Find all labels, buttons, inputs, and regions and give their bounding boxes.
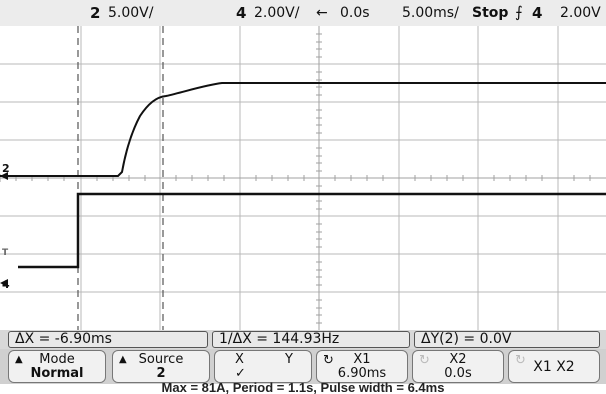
measurement-strip: ΔX = -6.90ms 1/ΔX = 144.93Hz ΔY(2) = 0.0… xyxy=(0,330,606,349)
ch2-number: 2 xyxy=(90,4,101,22)
run-state: Stop xyxy=(472,5,509,21)
trigger-level-marker: T xyxy=(2,248,9,258)
softkey-bar: ▲ Mode Normal ▲ Source 2 X Y ✓ ↻ X1 6.90… xyxy=(0,349,606,384)
x1x2-label: X1 X2 xyxy=(533,359,575,375)
ch2-scale: 5.00V/ xyxy=(108,5,154,21)
center-axes xyxy=(0,26,606,330)
delta-y-readout: ΔY(2) = 0.0V xyxy=(414,331,600,348)
falling-edge-icon: ⨍ xyxy=(515,3,523,21)
x2-label: X2 xyxy=(449,352,467,367)
status-bar: 2 5.00V/ 4 2.00V/ ← 0.0s 5.00ms/ Stop ⨍ … xyxy=(0,0,606,26)
trigger-source: 4 xyxy=(532,4,543,22)
delay-arrow-icon: ← xyxy=(316,5,328,21)
graticule: 2 T 4 xyxy=(0,26,606,330)
up-triangle-icon: ▲ xyxy=(119,354,127,365)
axis-ticks xyxy=(0,33,591,324)
cursor-lines xyxy=(77,26,164,330)
source-label: Source xyxy=(138,352,184,367)
check-icon: ✓ xyxy=(235,366,246,381)
ch2-trace xyxy=(0,82,606,177)
x2-value: 0.0s xyxy=(444,366,472,381)
traces xyxy=(0,82,606,269)
x2-softkey[interactable]: ↻ X2 0.0s xyxy=(412,350,504,383)
delta-x-readout: ΔX = -6.90ms xyxy=(8,331,208,348)
mode-softkey[interactable]: ▲ Mode Normal xyxy=(8,350,106,383)
up-triangle-icon: ▲ xyxy=(15,354,23,365)
caption: Max = 81A, Period = 1.1s, Pulse width = … xyxy=(161,382,445,394)
ch4-ground-marker: 4 xyxy=(2,278,10,291)
entry-knob-icon: ↻ xyxy=(323,353,334,368)
xy-y-label: Y xyxy=(285,352,293,367)
x1-label: X1 xyxy=(353,352,371,367)
x1-softkey[interactable]: ↻ X1 6.90ms xyxy=(316,350,408,383)
ch4-trace xyxy=(18,192,606,269)
waveform-display[interactable]: 2 T 4 xyxy=(0,26,606,330)
ch4-number: 4 xyxy=(236,4,247,22)
xy-x-label: X xyxy=(235,352,244,367)
delay-value: 0.0s xyxy=(340,5,370,21)
mode-value: Normal xyxy=(30,366,84,381)
ch4-scale: 2.00V/ xyxy=(254,5,300,21)
trigger-level: 2.00V xyxy=(560,5,601,21)
ground-markers: 2 T 4 xyxy=(0,162,10,291)
timebase: 5.00ms/ xyxy=(402,5,459,21)
ch2-ground-marker: 2 xyxy=(2,162,10,175)
x1-value: 6.90ms xyxy=(337,366,387,381)
xy-softkey[interactable]: X Y ✓ xyxy=(214,350,312,383)
x1x2-softkey[interactable]: ↻ X1 X2 xyxy=(508,350,600,383)
source-softkey[interactable]: ▲ Source 2 xyxy=(112,350,210,383)
entry-knob-icon: ↻ xyxy=(515,353,526,368)
entry-knob-icon: ↻ xyxy=(419,353,430,368)
source-value: 2 xyxy=(156,366,166,381)
inverse-delta-x-readout: 1/ΔX = 144.93Hz xyxy=(212,331,410,348)
mode-label: Mode xyxy=(39,352,75,367)
